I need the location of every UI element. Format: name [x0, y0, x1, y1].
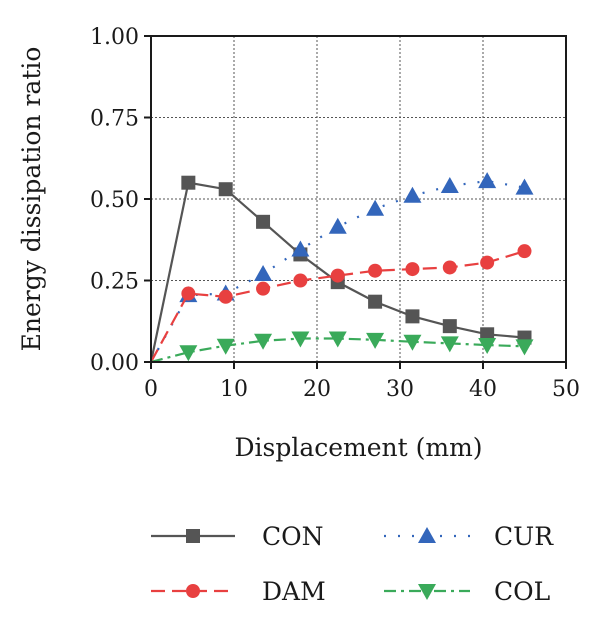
- data-point-col: [403, 334, 422, 351]
- legend-label-cur: CUR: [494, 522, 554, 551]
- data-point-cur: [328, 217, 347, 234]
- data-point-col: [216, 338, 235, 355]
- data-point-con: [218, 182, 233, 197]
- data-point-con: [480, 327, 495, 342]
- plot-series: [149, 172, 534, 364]
- legend-marker-con: [186, 529, 200, 543]
- data-point-dam: [517, 244, 532, 259]
- data-point-col: [254, 333, 273, 350]
- data-point-dam: [256, 281, 271, 296]
- data-point-cur: [440, 176, 459, 193]
- data-point-cur: [366, 199, 385, 216]
- y-tick-label: 0.50: [90, 188, 139, 213]
- data-point-col: [515, 339, 534, 356]
- legend-marker-col: [418, 584, 436, 600]
- data-point-con: [405, 309, 420, 324]
- data-point-col: [291, 331, 310, 348]
- legend-item-cur: CUR: [384, 522, 554, 551]
- y-tick-label: 1.00: [90, 25, 139, 50]
- y-tick-label: 0.75: [90, 107, 139, 132]
- data-point-dam: [330, 268, 345, 283]
- data-point-cur: [403, 186, 422, 203]
- data-point-col: [179, 345, 198, 362]
- y-tick-label: 0.00: [90, 351, 139, 376]
- legend-label-col: COL: [494, 577, 550, 606]
- x-tick-label: 20: [303, 377, 331, 402]
- series-dam: [150, 244, 532, 363]
- data-point-dam: [368, 263, 383, 278]
- data-point-dam: [181, 286, 196, 301]
- legend-marker-dam: [186, 584, 200, 598]
- y-axis-title: Energy dissipation ratio: [17, 47, 46, 352]
- series-col: [150, 331, 534, 364]
- legend-marker-cur: [418, 527, 436, 543]
- data-point-col: [328, 331, 347, 348]
- legend-item-con: CON: [151, 522, 324, 551]
- data-point-dam: [442, 260, 457, 275]
- legend-item-dam: DAM: [151, 577, 326, 606]
- data-point-cur: [254, 264, 273, 281]
- x-tick-label: 10: [220, 377, 248, 402]
- legend-label-dam: DAM: [262, 577, 326, 606]
- x-tick-label: 40: [469, 377, 497, 402]
- data-point-col: [478, 338, 497, 355]
- axis-ticks: 0 10 20 30 40 50 0.00 0.25 0.50 0.75 1.00: [90, 25, 580, 402]
- x-tick-label: 30: [386, 377, 414, 402]
- data-point-cur: [515, 178, 534, 195]
- data-point-con: [442, 319, 457, 334]
- data-point-col: [440, 336, 459, 353]
- y-tick-label: 0.25: [90, 270, 139, 295]
- data-point-dam: [293, 273, 308, 288]
- data-point-cur: [291, 240, 310, 257]
- x-tick-label: 50: [552, 377, 580, 402]
- data-point-col: [366, 332, 385, 349]
- data-point-dam: [218, 289, 233, 304]
- data-point-con: [256, 214, 271, 229]
- legend: CON CUR DAM COL: [151, 522, 554, 606]
- legend-item-col: COL: [384, 577, 550, 606]
- x-axis-title: Displacement (mm): [234, 433, 482, 462]
- legend-label-con: CON: [262, 522, 324, 551]
- x-tick-label: 0: [144, 377, 158, 402]
- data-point-con: [368, 294, 383, 309]
- grid-lines: [151, 36, 566, 362]
- data-point-dam: [405, 262, 420, 277]
- data-point-cur: [478, 172, 497, 189]
- data-point-dam: [480, 255, 495, 270]
- data-point-con: [181, 175, 196, 190]
